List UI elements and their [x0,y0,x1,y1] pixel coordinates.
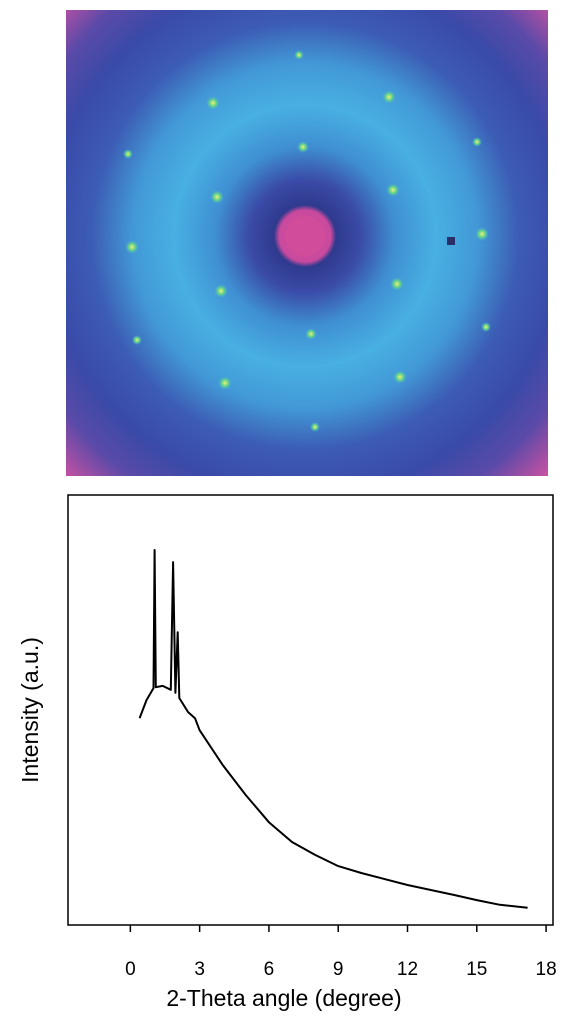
x-axis-label: 2-Theta angle (degree) [166,985,401,1011]
beam-stop [285,216,325,256]
x-tick-label: 0 [125,959,136,980]
detector-mark [447,237,455,245]
y-axis-label: Intensity (a.u.) [17,637,43,783]
intensity-line [138,549,528,909]
x-tick-label: 18 [536,959,557,980]
x-tick-label: 15 [466,959,487,980]
x-tick-label: 3 [194,959,205,980]
x-tick-label: 12 [397,959,418,980]
x-tick-label: 9 [333,959,344,980]
diffraction-image [66,10,548,476]
diffraction-spots [123,50,491,432]
plot-frame [67,494,554,926]
x-tick-label: 6 [264,959,275,980]
